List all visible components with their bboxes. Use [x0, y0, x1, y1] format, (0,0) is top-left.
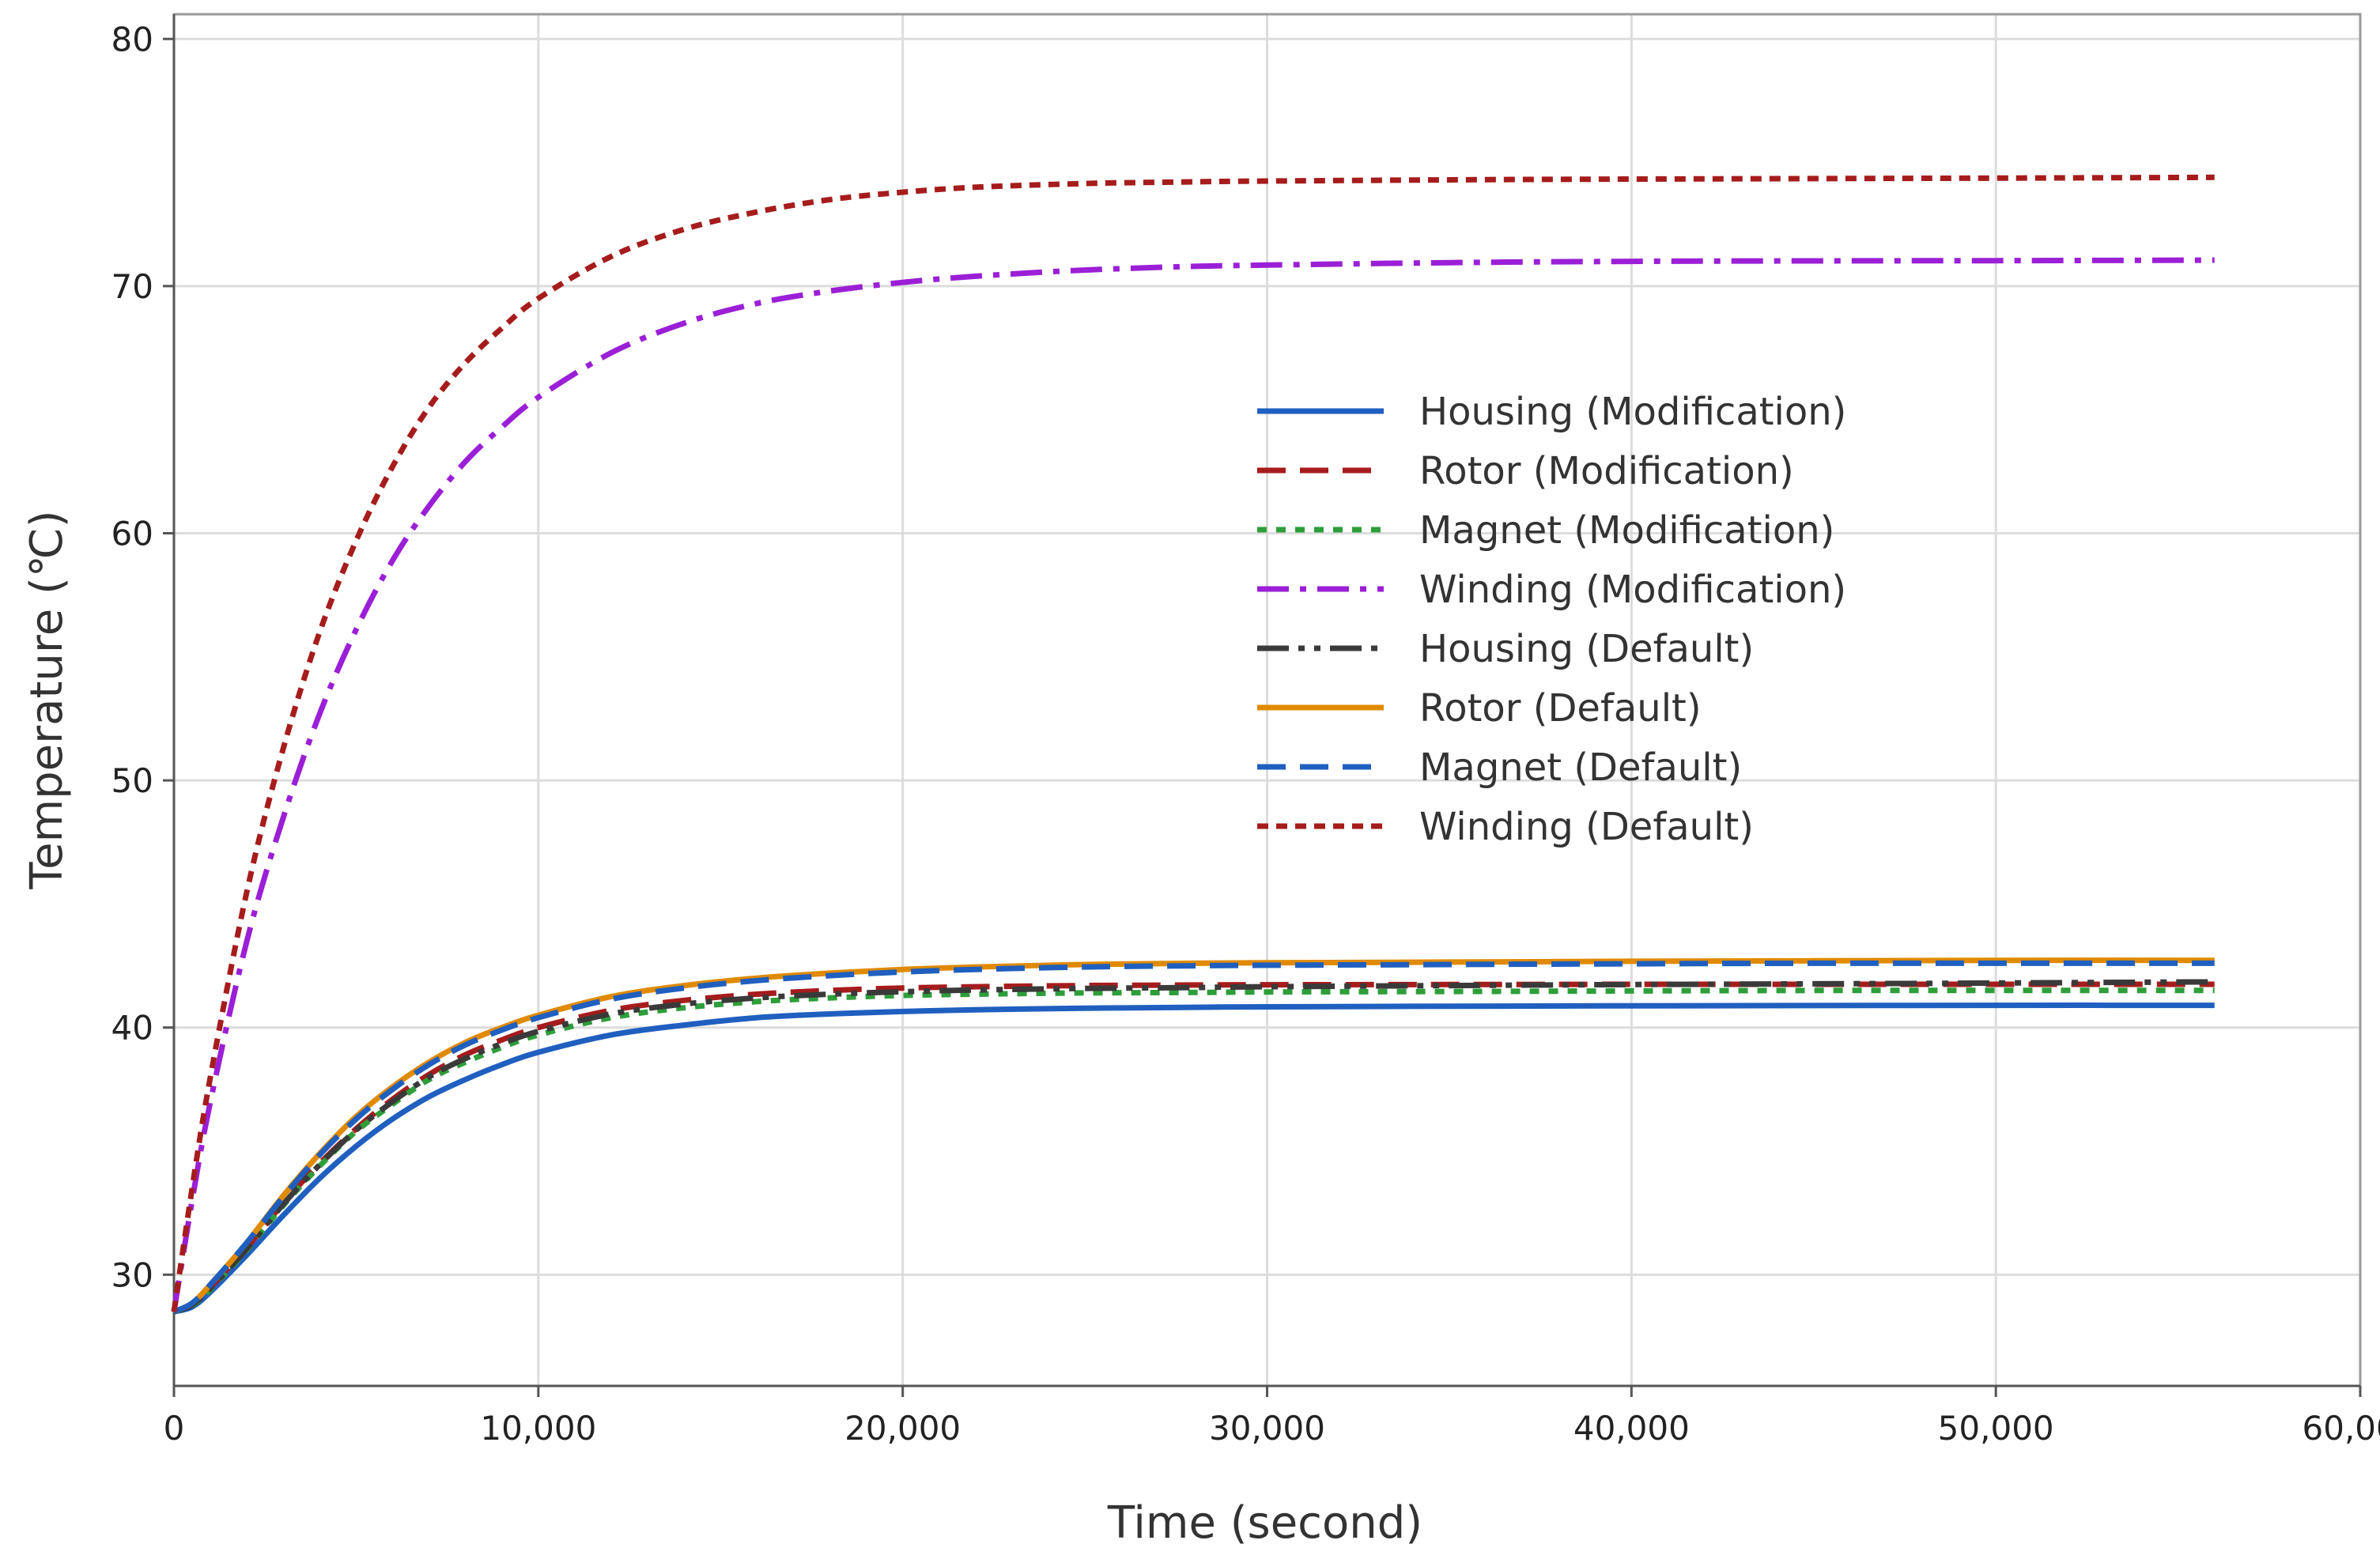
legend-label-winding-modification: Winding (Modification): [1419, 568, 1846, 612]
y-tick-label: 80: [111, 20, 153, 59]
legend-label-magnet-default: Magnet (Default): [1419, 746, 1742, 790]
series-line-rotor-modification: [172, 981, 2215, 1315]
legend: Housing (Modification) Rotor (Modificatio…: [1257, 390, 1846, 849]
series-line-magnet-modification: [172, 987, 2215, 1315]
axes: 0 10,000 20,000 30,000 40,000 50,000 60,000 30 4…: [111, 13, 2380, 1448]
x-tick-label: 10,000: [480, 1409, 596, 1448]
y-tick-label: 30: [111, 1255, 153, 1294]
y-tick-label: 70: [111, 267, 153, 306]
legend-label-housing-modification: Housing (Modification): [1419, 390, 1846, 434]
x-tick-label: 50,000: [1938, 1409, 2054, 1448]
legend-label-rotor-modification: Rotor (Modification): [1419, 449, 1794, 493]
series-line-rotor-default: [172, 957, 2215, 1315]
y-axis-title: Temperature (℃): [21, 510, 73, 889]
x-tick-label: 40,000: [1573, 1409, 1690, 1448]
series-line-winding-default: [171, 174, 2215, 1312]
legend-label-magnet-modification: Magnet (Modification): [1419, 508, 1834, 553]
legend-label-housing-default: Housing (Default): [1419, 627, 1754, 671]
y-tick-label: 50: [111, 761, 153, 800]
series-lines: [171, 174, 2215, 1315]
legend-label-winding-default: Winding (Default): [1419, 805, 1754, 849]
x-axis-title: Time (second): [1107, 1497, 1422, 1549]
legend-label-rotor-default: Rotor (Default): [1419, 686, 1702, 731]
y-tick-label: 40: [111, 1009, 153, 1048]
y-tick-label: 60: [111, 514, 153, 553]
grid: [174, 14, 2362, 1386]
series-line-housing-modification: [173, 1002, 2215, 1315]
x-tick-label: 0: [164, 1409, 185, 1448]
series-line-housing-default: [172, 979, 2215, 1315]
x-tick-label: 20,000: [844, 1409, 961, 1448]
x-tick-label: 60,000: [2303, 1409, 2380, 1448]
series-line-magnet-default: [172, 960, 2215, 1315]
x-tick-label: 30,000: [1209, 1409, 1325, 1448]
series-line-winding-modification: [171, 257, 2215, 1312]
